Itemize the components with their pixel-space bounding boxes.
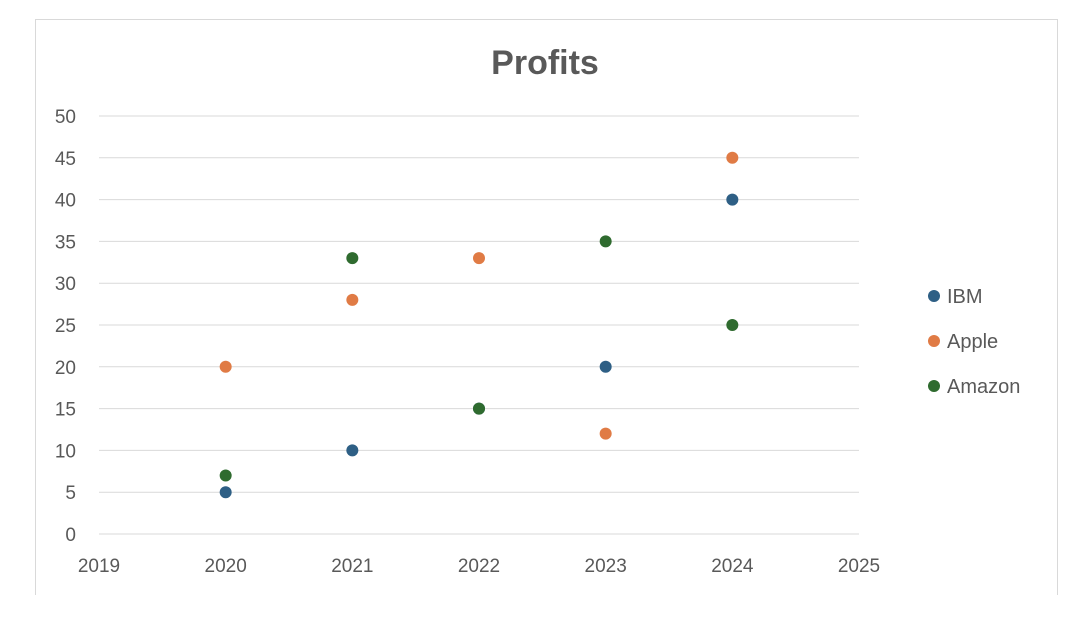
data-point-amazon-2020 xyxy=(219,469,232,482)
gridlines xyxy=(99,115,859,535)
x-tick-label: 2019 xyxy=(78,556,120,577)
legend-label-apple: Apple xyxy=(947,331,998,353)
legend-label-amazon: Amazon xyxy=(947,376,1020,398)
data-point-apple-2021 xyxy=(346,293,359,306)
data-points xyxy=(219,151,739,499)
data-point-amazon-2023 xyxy=(599,235,612,248)
data-point-amazon-2021 xyxy=(346,252,359,265)
data-point-ibm-2023 xyxy=(599,360,612,373)
y-tick-label: 30 xyxy=(55,274,76,295)
x-tick-label: 2024 xyxy=(711,556,754,577)
legend: IBM Apple Amazon xyxy=(928,286,1020,398)
data-point-apple-2020 xyxy=(219,360,232,373)
y-tick-label: 40 xyxy=(55,191,76,212)
y-tick-label: 25 xyxy=(55,316,76,337)
y-axis-ticks: 0 5 10 15 20 25 30 35 40 45 50 xyxy=(55,107,76,546)
x-tick-label: 2021 xyxy=(331,556,373,577)
data-point-apple-2024 xyxy=(726,151,739,164)
data-point-ibm-2024 xyxy=(726,193,739,206)
legend-marker-ibm xyxy=(928,290,940,302)
x-axis-ticks: 2019 2020 2021 2022 2023 2024 2025 xyxy=(78,556,880,577)
x-tick-label: 2025 xyxy=(838,556,880,577)
y-tick-label: 35 xyxy=(55,232,76,253)
legend-marker-apple xyxy=(928,335,940,347)
y-tick-label: 50 xyxy=(55,107,76,128)
y-tick-label: 20 xyxy=(55,358,76,379)
data-point-apple-2023 xyxy=(599,427,612,440)
y-tick-label: 0 xyxy=(65,525,76,546)
x-tick-label: 2020 xyxy=(205,556,247,577)
y-tick-label: 5 xyxy=(65,483,76,504)
legend-label-ibm: IBM xyxy=(947,286,983,308)
y-tick-label: 10 xyxy=(55,441,76,462)
data-point-amazon-2022 xyxy=(473,402,485,415)
y-tick-label: 45 xyxy=(55,149,76,170)
data-point-apple-2022 xyxy=(473,252,485,265)
data-point-ibm-2021 xyxy=(346,444,359,457)
chart-title: Profits xyxy=(491,44,599,82)
x-tick-label: 2023 xyxy=(585,556,627,577)
legend-marker-amazon xyxy=(928,380,940,392)
x-tick-label: 2022 xyxy=(458,556,500,577)
data-point-amazon-2024 xyxy=(726,319,739,331)
chart-frame xyxy=(35,19,1058,595)
data-point-ibm-2020 xyxy=(219,486,232,499)
y-tick-label: 15 xyxy=(55,400,76,421)
